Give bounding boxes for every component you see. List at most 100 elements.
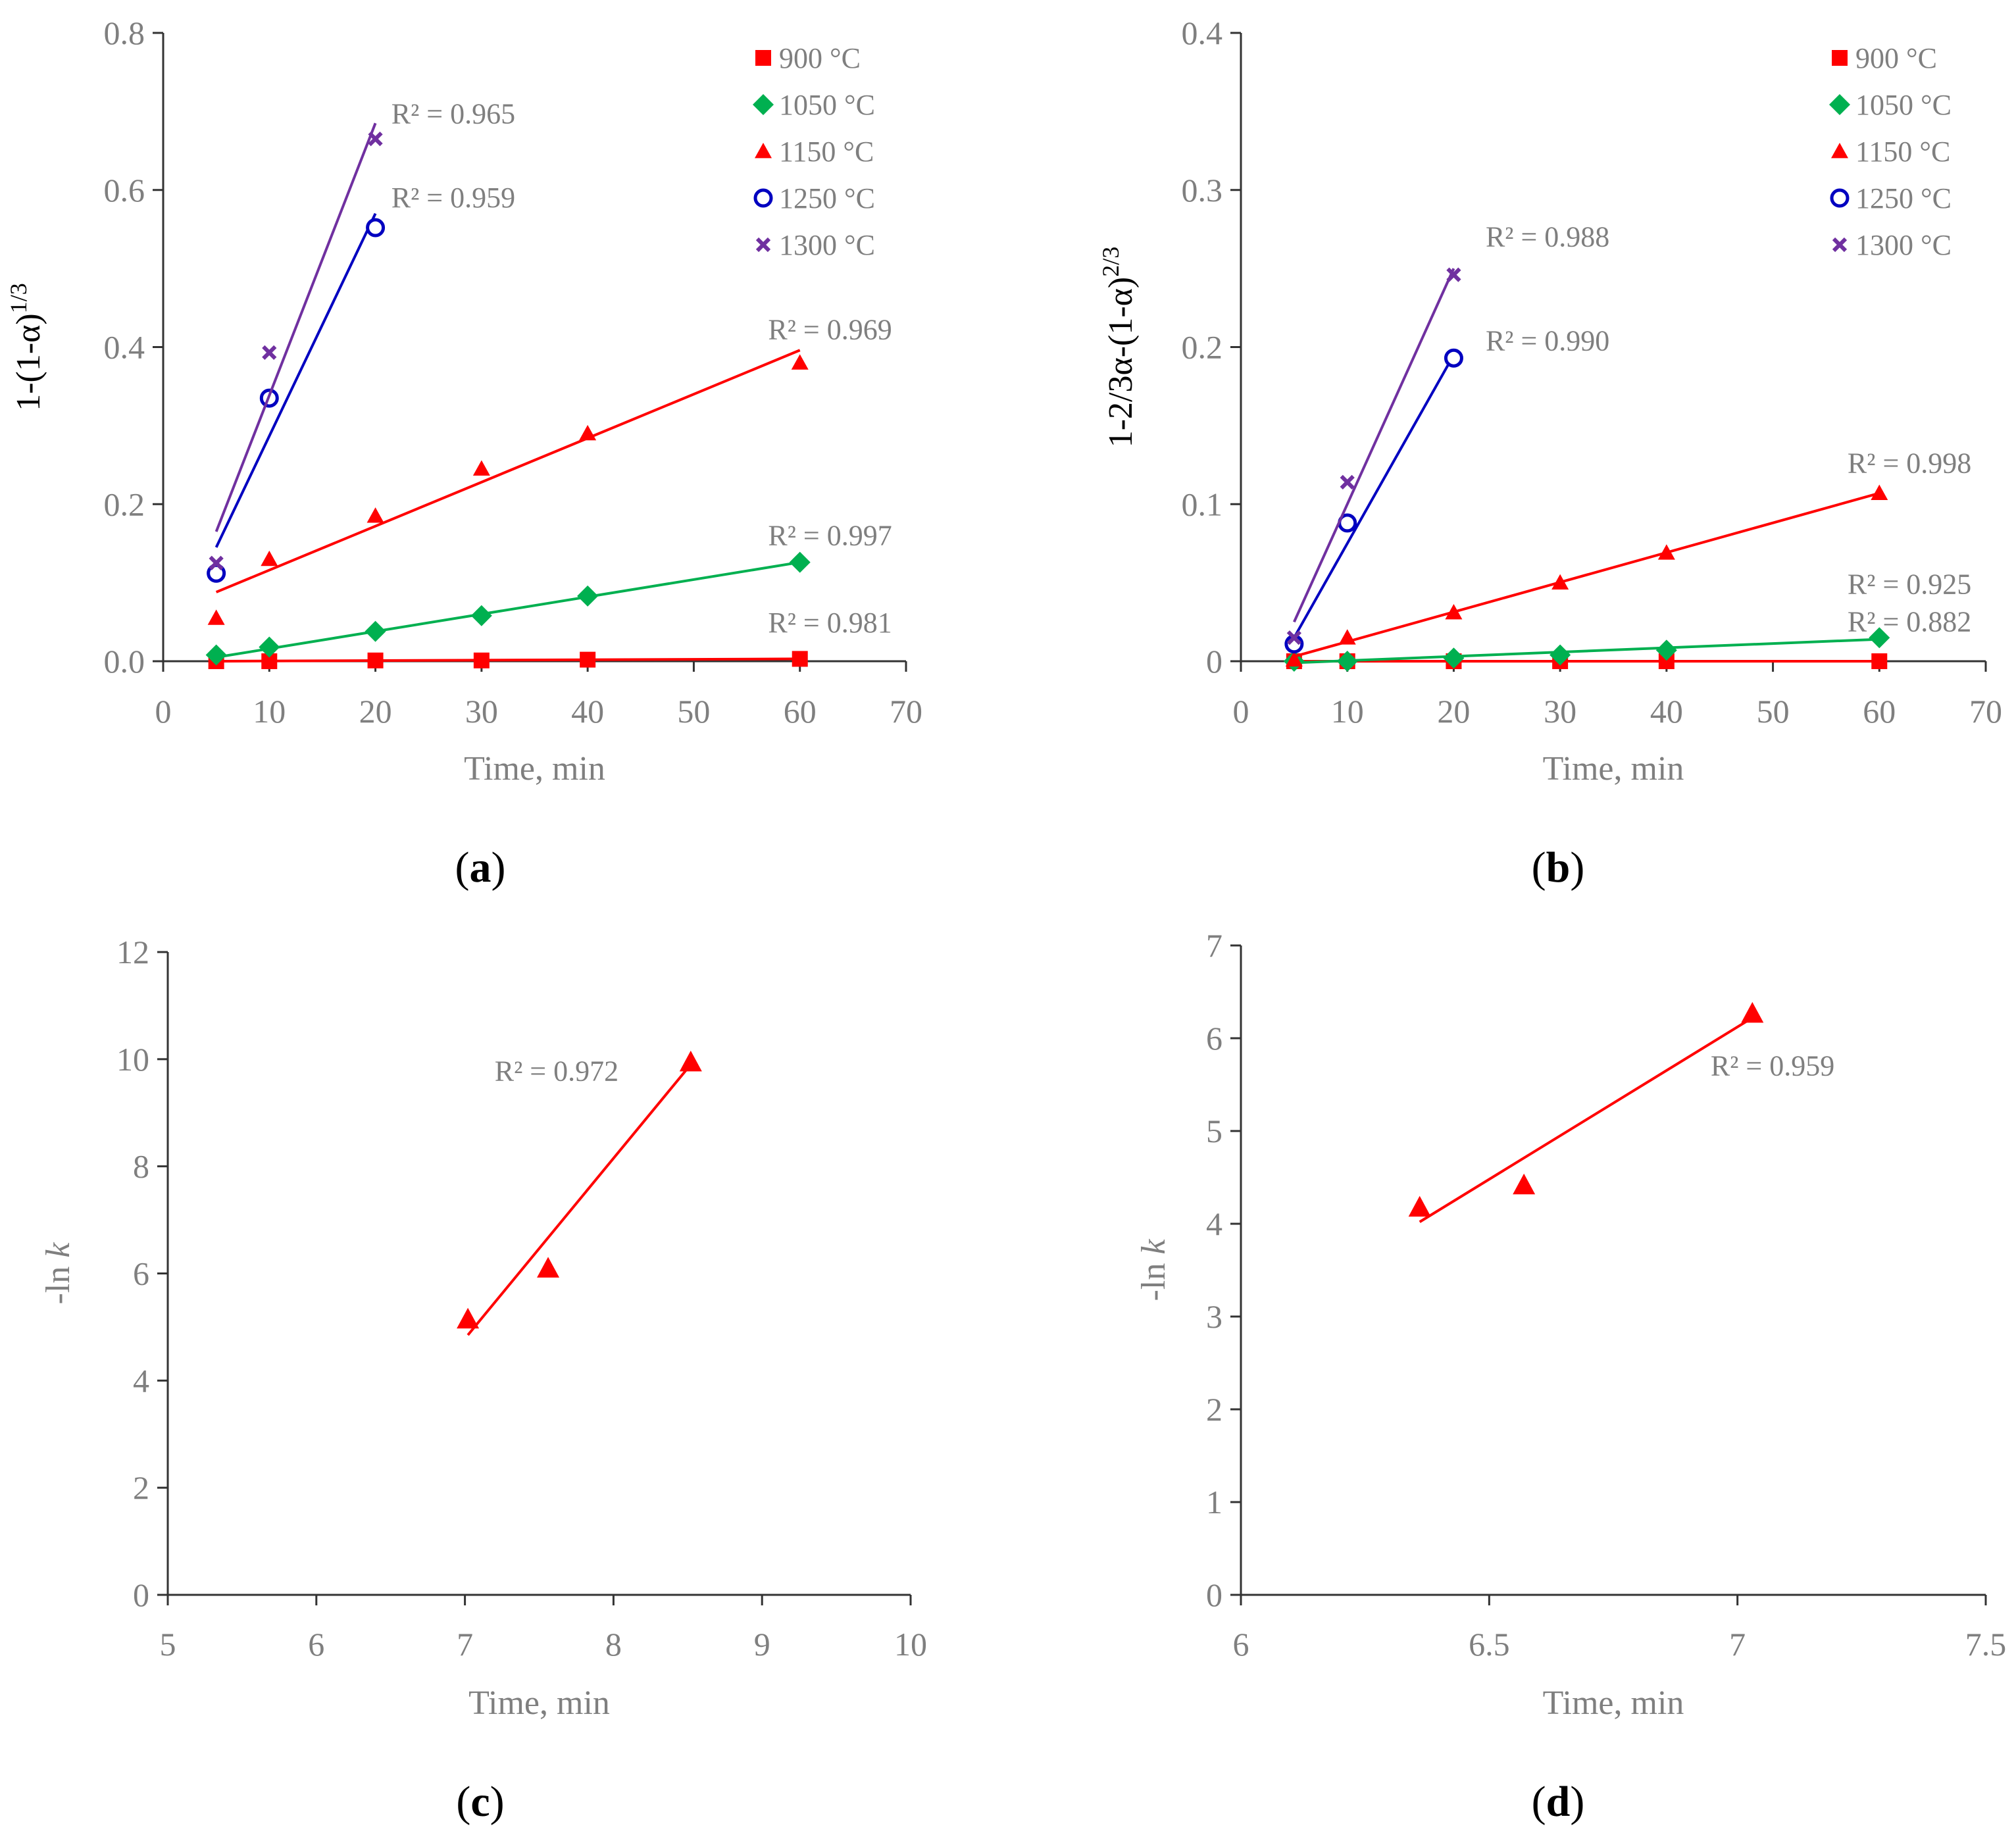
data-point [1444,348,1463,368]
series-1050CC: R² = 0.997 [205,519,892,666]
trendline [216,561,801,659]
panel-label-open: ( [1532,843,1546,892]
legend-label: 1300 °C [1855,229,1952,261]
x-tick-label: 9 [754,1626,770,1663]
chart-b: 0 10 20 30 40 50 60 70 0 0.1 0.2 0.3 0.4 Time, min 1-2… [1097,14,2002,892]
series-1150CC: R² = 0.998 [1285,447,1971,667]
y-axis-title-variable: k [1135,1239,1172,1255]
y-tick-label: 6 [133,1255,149,1292]
x-tick-label: 30 [465,693,498,730]
y-axis-title-exponent: 2/3 [1097,247,1124,277]
data-point [580,651,596,668]
x-tick-label: 70 [1969,693,2002,730]
legend: 900 °C 1050 °C 1150 °C 1250 °C 1300 °C [1829,42,1952,261]
legend-label: 1150 °C [1855,136,1950,168]
data-point [366,507,384,523]
data-point [366,218,386,238]
x-tick-label: 0 [155,693,172,730]
legend-marker [753,94,774,115]
y-axis-title: 1-2/3α-(1-α)2/3 [1097,247,1140,448]
series-1300CC: R² = 0.988 [1286,221,1609,645]
data-point [577,585,599,607]
trendline [1293,268,1455,623]
y-tick-label: 5 [1206,1113,1222,1149]
trendline [466,1063,692,1336]
x-tick-label: 0 [1233,693,1249,730]
r-squared-label: R² = 0.925 [1848,568,1971,600]
y-tick-label: 3 [1206,1298,1222,1335]
data-point [1286,630,1301,645]
legend-marker [755,50,771,66]
y-tick-label: 0.1 [1182,486,1223,522]
series-1150CC: R² = 0.969 [207,314,892,625]
x-tick-label: 20 [359,693,392,730]
data-point [1741,1001,1764,1023]
panel-label: (a) [455,843,506,892]
legend-label: 1300 °C [779,229,875,261]
y-tick-label: 12 [116,934,149,970]
panel-label: (c) [456,1778,504,1826]
y-tick-label: 4 [133,1362,149,1399]
data-point [259,636,280,658]
legend-marker [1830,188,1850,208]
x-tick-label: 40 [1650,693,1683,730]
legend-marker [753,188,773,208]
data-point [207,609,225,625]
data-point [1408,1195,1431,1217]
legend-label: 1250 °C [779,182,875,214]
series-1250CC: R² = 0.959 [207,182,515,583]
trendline [214,213,377,548]
r-squared-label: R² = 0.990 [1486,324,1609,357]
x-axis-title: Time, min [464,750,605,788]
legend-marker [1831,143,1848,159]
data-point [1446,267,1461,282]
x-tick-label: 60 [784,693,817,730]
data-point [1871,484,1888,500]
r-squared-label: R² = 0.959 [391,182,515,214]
legend-marker [1832,50,1848,66]
y-tick-label: 6 [1206,1020,1222,1057]
y-tick-label: 0.4 [104,329,145,366]
x-tick-label: 10 [253,693,286,730]
data-point [368,132,383,147]
data-point [261,550,278,566]
series-1050CC: R² = 0.925 [1283,568,1971,672]
y-axis-title: 1-(1-α)1/3 [5,283,47,411]
y-tick-label: 2 [133,1469,149,1506]
data-point [262,345,277,360]
trendline [1294,491,1880,658]
y-axis-title: -ln k [1135,1239,1172,1301]
data-point [1655,640,1677,661]
x-tick-label: 6.5 [1469,1626,1510,1663]
data-point [365,620,386,642]
x-tick-label: 10 [894,1626,927,1663]
data-point [1445,603,1463,620]
data-point [1285,651,1303,667]
legend-marker [755,143,772,159]
legend-marker [755,237,771,253]
data-point [1340,474,1355,490]
x-axis-title: Time, min [1543,1684,1684,1722]
data-point [1443,647,1465,669]
y-tick-label: 1 [1206,1484,1222,1521]
x-tick-label: 30 [1544,693,1576,730]
y-tick-label: 7 [1206,927,1222,964]
y-tick-label: 0.4 [1182,14,1223,51]
x-tick-label: 70 [890,693,922,730]
y-axis-title-base: 1-(1-α) [10,313,47,411]
data-point [792,651,808,667]
r-squared-label: R² = 0.988 [1486,221,1609,253]
data-point [473,652,490,668]
y-axis-title: -ln k [39,1242,77,1305]
panel-label-open: ( [1532,1778,1546,1826]
trendline [215,349,801,593]
trendline [1419,1017,1753,1223]
data-point [1513,1173,1536,1195]
panel-label-letter: c [470,1778,490,1826]
y-axis-title-base: 1-2/3α-(1-α) [1102,277,1140,448]
data-point [1338,629,1356,645]
y-axis-title-exponent: 1/3 [5,283,32,313]
y-tick-label: 0 [133,1576,149,1613]
data-point [1871,653,1888,669]
